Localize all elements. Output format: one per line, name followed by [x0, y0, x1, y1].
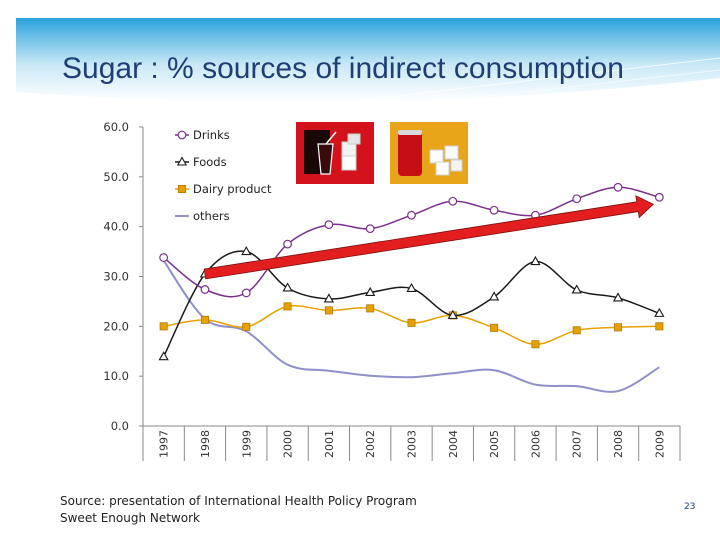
y-tick-label: 40.0 [103, 220, 129, 234]
x-tick-label: 2007 [571, 430, 584, 458]
source-line-1: Source: presentation of International He… [60, 494, 417, 508]
x-tick-label: 1997 [158, 430, 171, 458]
data-point-drinks [407, 210, 416, 220]
photo-soda-can-sugar-cubes [390, 122, 468, 184]
data-point-drinks [200, 285, 210, 294]
data-point-foods [571, 284, 582, 294]
legend-label: others [193, 209, 230, 223]
data-point-foods [530, 255, 541, 266]
data-point-foods [365, 286, 376, 296]
legend-label: Drinks [193, 128, 230, 142]
data-point-foods [406, 282, 417, 293]
y-tick-label: 10.0 [103, 369, 129, 383]
legend-item-others: others [175, 209, 230, 223]
source-note: Source: presentation of International He… [60, 493, 417, 527]
x-tick-label: 2004 [447, 430, 460, 458]
data-point-drinks [448, 196, 458, 206]
legend-item-foods: Foods [175, 155, 227, 169]
data-point-foods [612, 292, 624, 302]
legend-swatch-marker [176, 156, 188, 166]
x-tick-label: 2003 [406, 430, 419, 458]
x-tick-label: 2009 [653, 430, 666, 458]
legend-label: Foods [193, 155, 227, 169]
data-point-dairy-product [531, 340, 540, 349]
x-tick-label: 2006 [529, 430, 542, 458]
data-point-foods [447, 309, 458, 319]
x-tick-label: 2008 [612, 430, 625, 458]
data-point-drinks [489, 205, 499, 215]
x-tick-label: 1998 [199, 430, 212, 458]
data-point-foods [488, 291, 500, 301]
data-point-drinks [241, 288, 251, 298]
data-point-drinks [283, 239, 292, 249]
data-point-dairy-product [159, 322, 168, 331]
data-point-foods [241, 245, 252, 256]
y-tick-label: 50.0 [103, 170, 129, 184]
y-tick-label: 60.0 [103, 120, 129, 134]
data-point-drinks [613, 182, 623, 192]
data-point-foods [654, 307, 665, 317]
data-point-foods [282, 282, 293, 292]
source-line-2: Sweet Enough Network [60, 511, 200, 525]
legend-label: Dairy product [193, 182, 272, 196]
data-point-drinks [365, 224, 375, 234]
data-point-dairy-product [283, 302, 292, 311]
data-point-dairy-product [324, 306, 333, 315]
trend-arrow [203, 195, 654, 280]
series-others [162, 259, 660, 393]
title-banner [16, 18, 720, 100]
legend-item-dairy-product: Dairy product [175, 182, 272, 196]
x-tick-label: 2005 [488, 430, 501, 458]
y-tick-label: 20.0 [103, 319, 129, 333]
data-point-dairy-product [655, 322, 664, 331]
x-tick-label: 2001 [323, 430, 336, 458]
data-point-drinks [324, 220, 334, 230]
photo-cola-glasses [296, 122, 374, 184]
series-foods [158, 245, 665, 361]
y-tick-label: 0.0 [111, 419, 129, 433]
data-point-dairy-product [407, 318, 416, 327]
data-point-foods [158, 351, 169, 361]
data-point-dairy-product [242, 322, 251, 331]
data-point-dairy-product [572, 326, 581, 335]
data-point-dairy-product [200, 315, 209, 324]
series-dairy-product [159, 302, 664, 349]
x-tick-label: 2000 [282, 430, 295, 458]
x-tick-label: 2002 [364, 430, 377, 458]
data-point-drinks [572, 194, 582, 204]
data-point-dairy-product [614, 323, 623, 332]
x-tick-label: 1999 [240, 430, 253, 458]
data-point-drinks [159, 253, 169, 262]
data-point-dairy-product [366, 304, 375, 313]
legend-swatch-marker [177, 184, 186, 193]
legend-swatch-marker [177, 130, 187, 140]
page-number: 23 [684, 502, 696, 512]
series-drinks [159, 182, 664, 298]
y-tick-label: 30.0 [103, 270, 129, 284]
data-point-foods [323, 293, 335, 303]
data-point-drinks [654, 192, 664, 202]
legend-item-drinks: Drinks [175, 128, 230, 142]
series-line-others [162, 259, 660, 393]
data-point-dairy-product [490, 323, 499, 332]
slide-title: Sugar : % sources of indirect consumptio… [62, 52, 624, 85]
